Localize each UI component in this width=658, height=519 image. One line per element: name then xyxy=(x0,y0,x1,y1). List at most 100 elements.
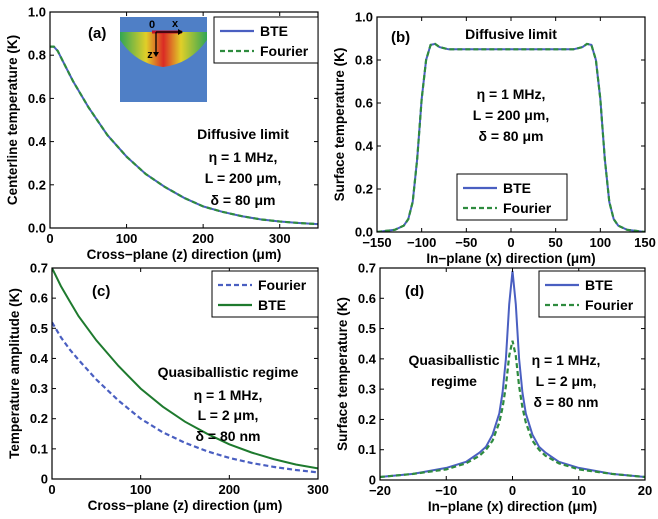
series-group xyxy=(52,268,318,474)
inset-heat-region xyxy=(120,32,207,67)
panel-label: (d) xyxy=(405,283,424,300)
series-line-fourier xyxy=(50,45,318,226)
legend-label: Fourier xyxy=(503,200,552,216)
y-tick-label: 0.2 xyxy=(358,412,376,427)
x-axis-label: Cross−plane (z) direction (μm) xyxy=(88,498,283,513)
x-axis-label: In−plane (x) direction (μm) xyxy=(428,499,597,514)
annotation-text: Diffusive limit xyxy=(465,26,557,42)
x-tick-label: 0 xyxy=(509,483,516,498)
y-tick-label: 0 xyxy=(41,472,48,487)
y-tick-label: 0.3 xyxy=(30,381,48,396)
legend-label: Fourier xyxy=(585,297,634,313)
y-tick-label: 0.7 xyxy=(358,261,376,276)
series-line-bte xyxy=(52,268,318,470)
series-line-fourier xyxy=(52,321,318,474)
y-tick-label: 0.7 xyxy=(30,261,48,276)
inset-origin-label: 0 xyxy=(149,19,155,31)
y-tick-label: 0.1 xyxy=(30,441,48,456)
x-tick-label: 150 xyxy=(634,235,656,250)
annotation-text: δ = 80 nm xyxy=(196,428,261,444)
x-tick-label: 100 xyxy=(116,231,138,246)
y-tick-label: 0.6 xyxy=(28,91,46,106)
y-tick-label: 0.4 xyxy=(30,351,49,366)
chart-panel-4: −20 −10 0 10 20 0 0.1 0.2 0.3 0.4 0.5 0.6 0.7 In−plan… xyxy=(335,261,652,515)
x-tick-label: 20 xyxy=(638,483,652,498)
x-tick-label: −150 xyxy=(362,235,391,250)
y-tick-label: 0.4 xyxy=(355,139,374,154)
y-tick-label: 0.3 xyxy=(358,382,376,397)
y-tick-label: 0.1 xyxy=(358,442,376,457)
legend: BTE Fourier xyxy=(213,16,319,64)
legend-box xyxy=(456,173,568,221)
chart-panel-1: 0 100 200 300 0.0 0.2 0.4 0.6 0.8 1.0 Cross−plane … xyxy=(5,5,319,262)
y-axis-label: Surface temperature (K) xyxy=(332,48,347,202)
legend-label: BTE xyxy=(585,277,613,293)
annotation-text: L = 200 μm, xyxy=(473,107,549,123)
x-tick-label: 0 xyxy=(48,482,55,497)
axes-frame xyxy=(49,11,319,229)
panel-label: (b) xyxy=(391,29,410,46)
y-tick-label: 0.2 xyxy=(355,182,373,197)
x-tick-label: −20 xyxy=(369,483,391,498)
y-tick-label: 0.2 xyxy=(30,411,48,426)
y-tick-label: 0.4 xyxy=(28,134,47,149)
legend-label: BTE xyxy=(260,23,288,39)
series-group xyxy=(50,45,318,226)
annotation-text: η = 1 MHz, xyxy=(209,149,278,165)
axes-frame xyxy=(51,267,319,480)
annotation-text: L = 200 μm, xyxy=(205,170,281,186)
y-tick-label: 0.6 xyxy=(30,291,48,306)
x-tick-label: 10 xyxy=(572,483,586,498)
x-axis-label: Cross−plane (z) direction (μm) xyxy=(87,247,282,262)
y-tick-label: 0.4 xyxy=(358,351,377,366)
inset-diagram: 0 x z xyxy=(120,17,207,102)
y-tick-label: 0.0 xyxy=(355,225,373,240)
annotation-text: regime xyxy=(431,373,477,389)
x-tick-label: −50 xyxy=(455,235,477,250)
legend: Fourier BTE xyxy=(211,270,319,318)
legend: BTE Fourier xyxy=(456,173,568,221)
series-line-fourier xyxy=(380,340,645,479)
y-tick-label: 1.0 xyxy=(28,5,46,20)
x-arrowhead-icon xyxy=(178,29,183,35)
x-axis-label: In−plane (x) direction (μm) xyxy=(426,251,595,266)
legend-label: BTE xyxy=(503,180,531,196)
legend-box xyxy=(211,270,319,318)
y-axis-label: Centerline temperature (K) xyxy=(5,35,20,205)
y-tick-label: 0.6 xyxy=(358,291,376,306)
series-line-bte xyxy=(377,42,645,232)
legend: BTE Fourier xyxy=(538,270,646,318)
y-tick-label: 0 xyxy=(369,473,376,488)
x-tick-label: 100 xyxy=(130,482,152,497)
y-axis-label: Surface temperature (K) xyxy=(335,297,350,451)
y-tick-label: 1.0 xyxy=(355,10,373,25)
annotation-text: Quasiballistic regime xyxy=(158,364,299,380)
panel-label: (c) xyxy=(92,283,110,300)
inset-z-label: z xyxy=(147,49,153,61)
annotation-text: L = 2 μm, xyxy=(536,373,597,389)
annotation-text: δ = 80 nm xyxy=(534,394,599,410)
annotation-text: η = 1 MHz, xyxy=(477,86,546,102)
y-tick-label: 0.6 xyxy=(355,96,373,111)
annotation-text: δ = 80 μm xyxy=(479,128,544,144)
x-tick-label: 300 xyxy=(269,231,291,246)
annotation-text: Quasiballistic xyxy=(408,352,499,368)
inset-x-label: x xyxy=(172,18,179,30)
x-tick-label: −10 xyxy=(435,483,457,498)
x-tick-label: 50 xyxy=(548,235,562,250)
x-tick-label: 200 xyxy=(218,482,240,497)
annotation-text: η = 1 MHz, xyxy=(532,352,601,368)
y-tick-label: 0.0 xyxy=(28,221,46,236)
legend-box xyxy=(538,270,646,318)
x-tick-label: 200 xyxy=(192,231,214,246)
y-tick-label: 0.5 xyxy=(358,321,376,336)
legend-label: Fourier xyxy=(258,277,307,293)
legend-label: BTE xyxy=(258,297,286,313)
legend-box xyxy=(213,16,319,64)
annotation-text: δ = 80 μm xyxy=(211,192,276,208)
y-tick-label: 0.2 xyxy=(28,177,46,192)
annotation-text: L = 2 μm, xyxy=(198,407,259,423)
chart-panel-3: 0 100 200 300 0 0.1 0.2 0.3 0.4 0.5 0.6 0.7 Cross−pl… xyxy=(7,261,329,514)
z-arrowhead-icon xyxy=(153,52,159,57)
x-tick-label: 0 xyxy=(46,231,53,246)
